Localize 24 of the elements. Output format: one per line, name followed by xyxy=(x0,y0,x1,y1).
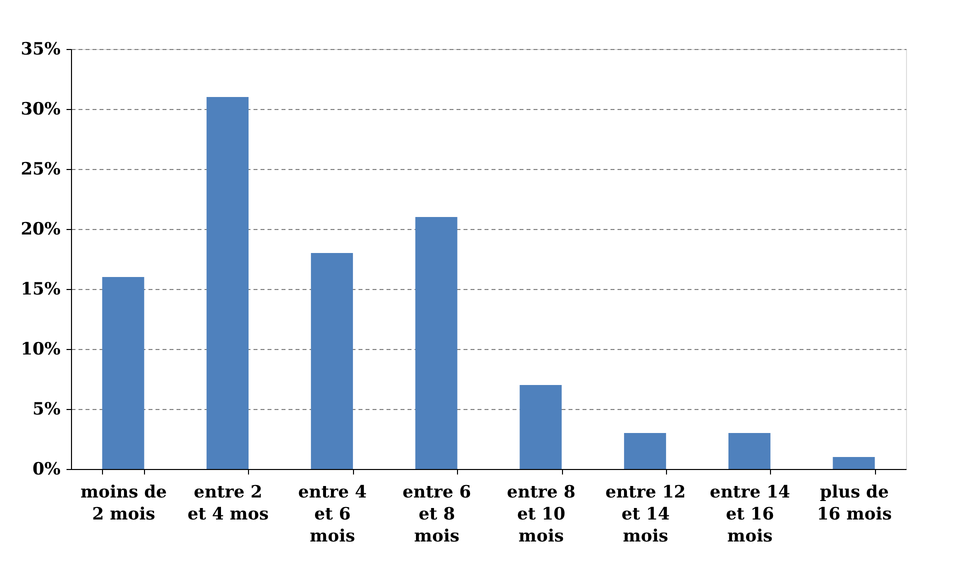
bar xyxy=(102,277,144,469)
bar xyxy=(624,433,666,469)
bar xyxy=(415,217,458,469)
x-tick-label: plus de 16 mois xyxy=(816,482,892,524)
y-tick-label: 25% xyxy=(20,160,60,180)
y-tick-label: 10% xyxy=(20,340,60,360)
y-tick-label: 20% xyxy=(20,220,60,240)
y-tick-label: 35% xyxy=(20,40,60,60)
bar xyxy=(728,433,770,469)
y-tick-label: 15% xyxy=(20,280,60,300)
bar xyxy=(310,253,353,469)
bar xyxy=(832,457,875,469)
x-tick-label: entre 6 et 8 mois xyxy=(402,482,472,546)
y-tick-label: 5% xyxy=(32,400,60,420)
bar xyxy=(206,97,249,469)
bar xyxy=(520,385,562,469)
x-tick-label: entre 2 et 4 mos xyxy=(187,482,269,524)
x-tick-label: entre 14 et 16 mois xyxy=(710,482,790,546)
x-tick-label: entre 12 et 14 mois xyxy=(605,482,686,546)
y-tick-label: 0% xyxy=(32,460,60,480)
x-tick-label: moins de 2 mois xyxy=(80,482,168,524)
x-tick-label: entre 8 et 10 mois xyxy=(506,482,576,546)
y-tick-label: 30% xyxy=(20,100,60,120)
x-tick-label: entre 4 et 6 mois xyxy=(298,482,367,546)
